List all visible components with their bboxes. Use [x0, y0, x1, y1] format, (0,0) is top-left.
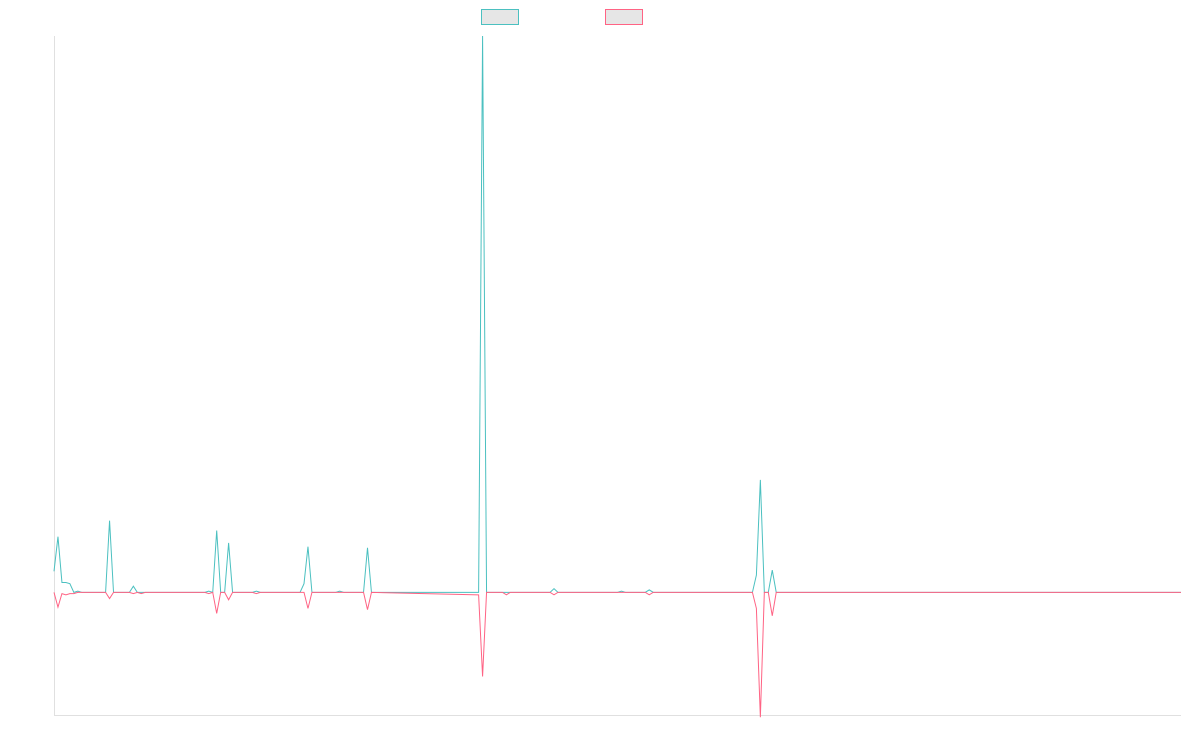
- series-layer: [53, 35, 1181, 718]
- legend-swatch-series-2[interactable]: [605, 9, 643, 25]
- series-line-1: [53, 35, 1181, 594]
- legend-swatch-series-1[interactable]: [481, 9, 519, 25]
- series-line-2: [53, 591, 1181, 718]
